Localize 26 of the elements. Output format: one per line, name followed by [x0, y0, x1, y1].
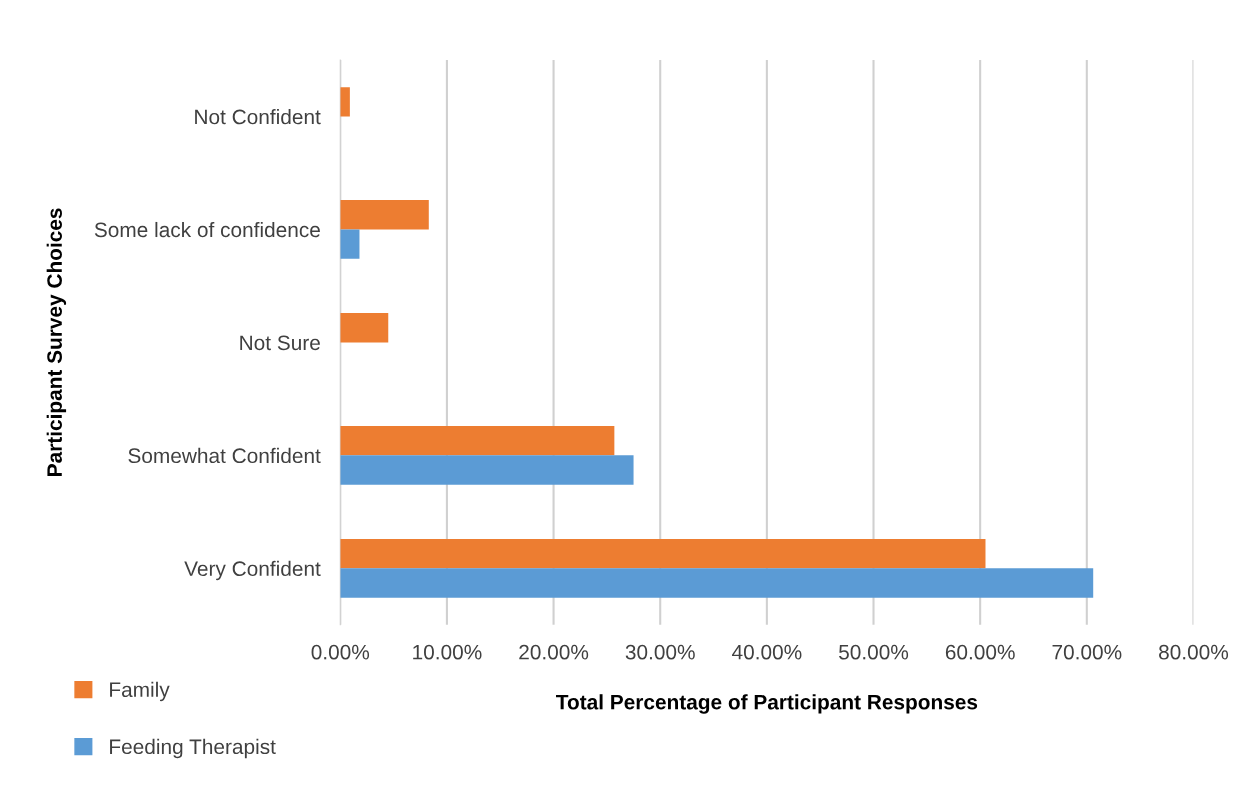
bar — [340, 426, 615, 456]
bar — [340, 568, 1094, 598]
y-tick-label: Not Sure — [240, 335, 320, 351]
y-tick-label: Not Confident — [195, 109, 321, 125]
x-tick-label: 20.00% — [519, 644, 589, 660]
y-tick-label: Some lack of confidence — [94, 221, 320, 238]
bar — [340, 87, 350, 117]
y-tick-label: Somewhat Confident — [128, 447, 321, 464]
bar — [340, 455, 634, 485]
bar — [340, 313, 389, 343]
x-tick-label: 30.00% — [625, 644, 695, 660]
legend-label: Family — [110, 681, 170, 702]
bar — [340, 229, 360, 259]
x-tick-label: 0.00% — [311, 644, 370, 660]
bar — [340, 200, 429, 230]
x-tick-label: 60.00% — [945, 644, 1015, 660]
x-tick-label: 70.00% — [1052, 644, 1122, 660]
x-tick-label: 10.00% — [413, 644, 482, 660]
x-tick-label: 50.00% — [839, 644, 909, 660]
x-tick-label: 40.00% — [732, 644, 802, 660]
x-tick-label: 80.00% — [1159, 644, 1229, 660]
x-axis-title: Total Percentage of Participant Responses — [556, 694, 978, 714]
y-axis-title: Participant Survey Choices — [46, 208, 67, 476]
bar — [340, 538, 986, 569]
legend-label: Feeding Therapist — [110, 738, 276, 759]
y-tick-label: Very Confident — [184, 560, 321, 581]
